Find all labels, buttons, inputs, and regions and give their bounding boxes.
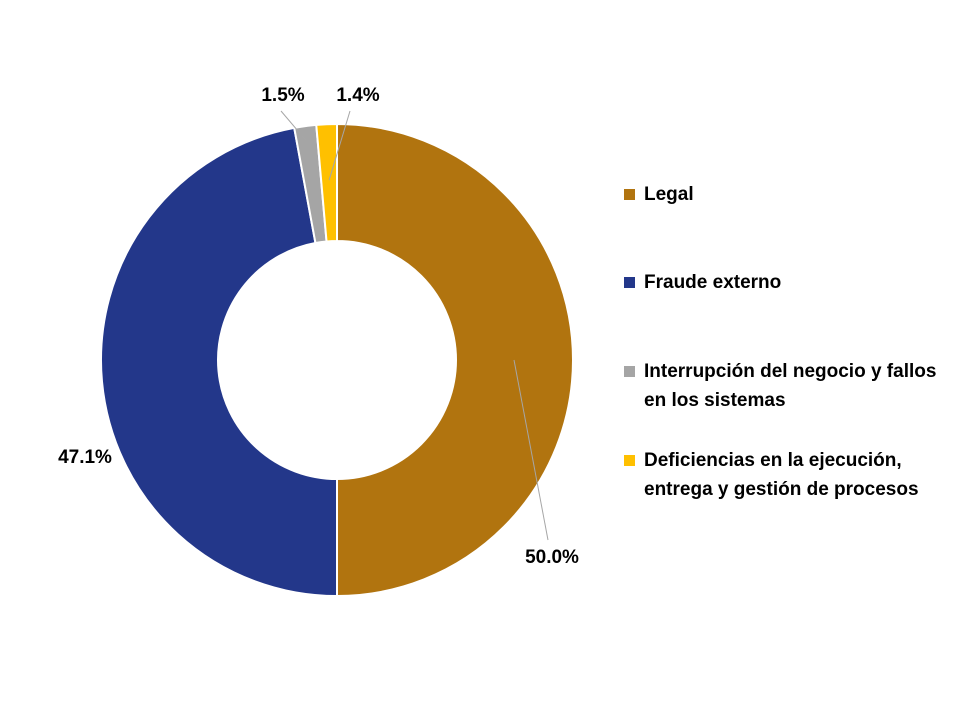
legend-item-interrupcion: Interrupción del negocio y fallos en los… xyxy=(624,357,944,415)
data-label-interrupcion: 1.5% xyxy=(261,85,304,106)
legend-swatch-interrupcion xyxy=(624,366,635,377)
data-label-deficiencias: 1.4% xyxy=(336,85,379,106)
legend-swatch-deficiencias xyxy=(624,455,635,466)
data-label-legal: 50.0% xyxy=(525,547,579,568)
leader-line-interrupcion xyxy=(280,110,308,143)
donut-slice-fraude-externo xyxy=(100,126,338,598)
legend-swatch-legal xyxy=(624,189,635,200)
leader-line-deficiencias xyxy=(328,110,351,181)
legend-label-legal: Legal xyxy=(644,184,694,205)
legend-label-fraude-externo: Fraude externo xyxy=(644,272,782,293)
legend-item-legal: Legal xyxy=(624,180,944,209)
legend-item-fraude-externo: Fraude externo xyxy=(624,268,944,297)
legend-item-deficiencias: Deficiencias en la ejecución, entrega y … xyxy=(624,446,944,504)
leader-line-legal xyxy=(513,359,549,541)
legend-swatch-fraude-externo xyxy=(624,277,635,288)
donut-slice-legal xyxy=(336,122,574,598)
legend-label-interrupcion: Interrupción del negocio y fallos en los… xyxy=(644,361,937,411)
donut-slice-deficiencias xyxy=(315,122,338,243)
data-label-fraude-externo: 47.1% xyxy=(58,447,112,468)
legend-label-deficiencias: Deficiencias en la ejecución, entrega y … xyxy=(644,450,919,500)
